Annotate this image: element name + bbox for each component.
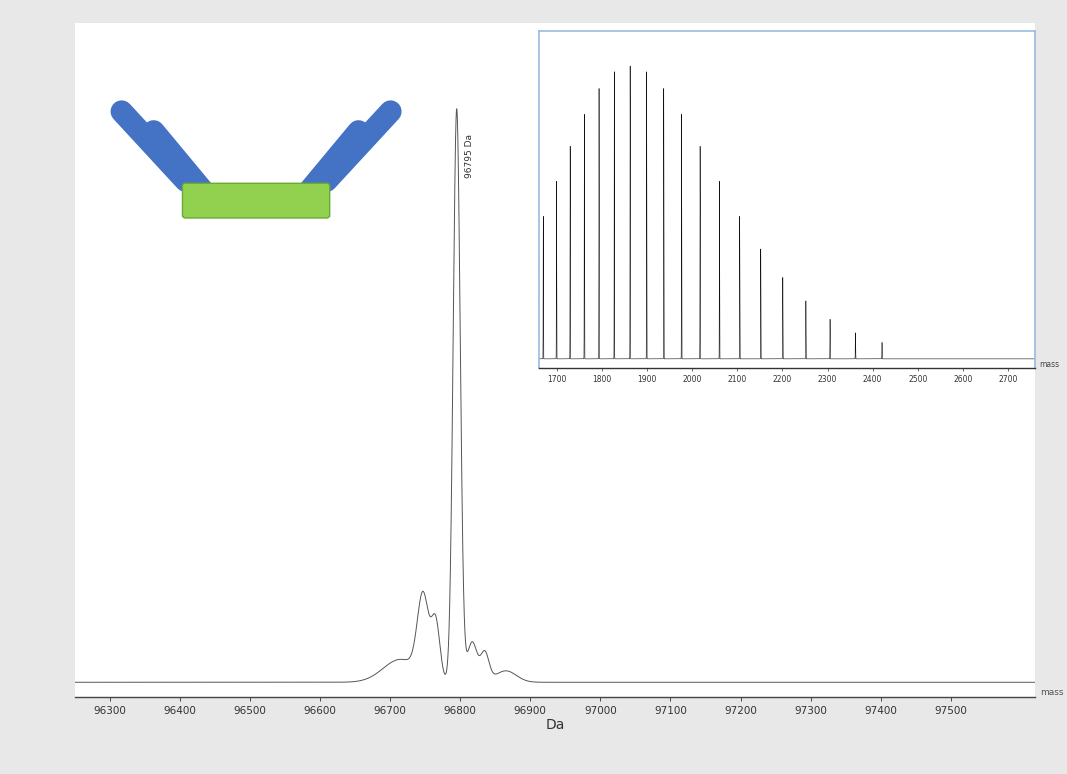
Text: mass: mass xyxy=(1039,360,1060,369)
FancyBboxPatch shape xyxy=(182,183,330,218)
X-axis label: Da: Da xyxy=(545,718,564,732)
Text: mass: mass xyxy=(1040,688,1064,697)
Text: 96795 Da: 96795 Da xyxy=(465,134,474,178)
